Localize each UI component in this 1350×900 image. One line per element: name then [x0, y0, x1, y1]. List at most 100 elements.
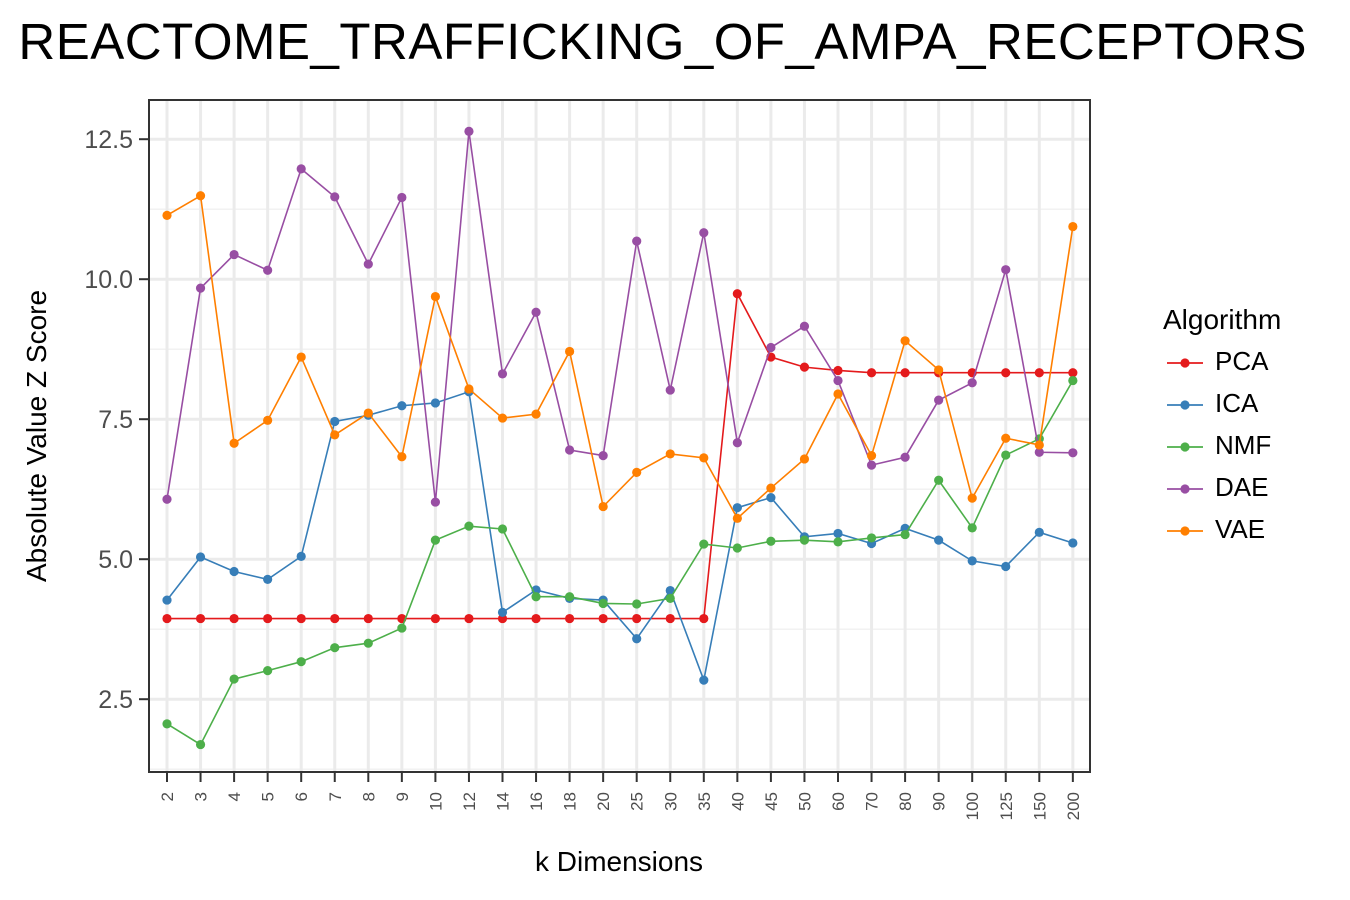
data-point-vae — [229, 438, 239, 448]
data-point-pca — [330, 613, 340, 624]
data-point-nmf — [397, 623, 407, 633]
data-point-dae — [632, 236, 642, 246]
x-tick-label: 6 — [292, 792, 311, 801]
data-point-ica — [699, 675, 709, 685]
data-point-dae — [934, 395, 944, 405]
data-point-nmf — [497, 524, 508, 534]
data-point-pca — [430, 613, 440, 624]
data-point-pca — [732, 289, 742, 299]
data-point-vae — [967, 493, 977, 503]
data-point-pca — [195, 613, 206, 624]
x-tick-label: 14 — [494, 792, 513, 811]
data-point-ica — [732, 503, 742, 513]
data-point-vae — [497, 413, 508, 423]
data-point-pca — [229, 613, 239, 624]
data-point-vae — [162, 210, 172, 220]
x-tick-label: 40 — [728, 792, 747, 811]
data-point-dae — [967, 378, 977, 388]
data-point-nmf — [565, 592, 575, 602]
series-vae — [162, 191, 1078, 523]
legend-label-vae: VAE — [1215, 514, 1266, 544]
data-point-dae — [195, 283, 206, 293]
x-axis: 2 3 4 5 6 7 8 9 10 12 14 16 18 20 25 30 35 40 45 50 60 70 80 90… — [158, 772, 1083, 820]
y-tick-label: 7.5 — [98, 406, 133, 434]
legend-label-nmf: NMF — [1215, 430, 1272, 460]
data-point-dae — [833, 375, 843, 386]
data-point-ica — [296, 551, 306, 562]
data-point-nmf — [1068, 375, 1078, 386]
data-point-pca — [699, 613, 709, 624]
data-point-ica — [330, 416, 340, 427]
plot-border — [148, 99, 1091, 773]
data-point-nmf — [1001, 450, 1011, 460]
data-point-vae — [934, 365, 944, 375]
data-point-dae — [732, 438, 742, 448]
data-point-vae — [464, 384, 474, 394]
data-point-dae — [900, 452, 910, 462]
legend-item-vae: VAE — [1163, 510, 1281, 552]
series-line-ica — [166, 390, 1074, 684]
x-tick-label: 5 — [259, 792, 278, 801]
data-point-vae — [1068, 221, 1078, 232]
x-axis-label: k Dimensions — [534, 846, 704, 877]
x-tick-label: 25 — [628, 792, 647, 811]
data-point-pca — [866, 368, 877, 378]
data-point-vae — [833, 389, 843, 399]
data-point-pca — [464, 613, 474, 624]
data-point-nmf — [766, 536, 776, 546]
x-tick-label: 100 — [963, 792, 982, 820]
data-point-dae — [699, 228, 709, 238]
data-point-ica — [497, 607, 508, 618]
data-point-pca — [598, 613, 608, 624]
data-point-nmf — [430, 535, 440, 545]
x-tick-label: 30 — [661, 792, 680, 811]
data-point-nmf — [229, 674, 239, 684]
x-tick-label: 70 — [863, 792, 882, 811]
legend-key-point — [1180, 358, 1190, 368]
data-point-pca — [900, 368, 910, 378]
data-point-pca — [1034, 368, 1044, 378]
x-tick-label: 12 — [460, 792, 479, 811]
series-ica — [162, 387, 1078, 685]
data-point-nmf — [263, 666, 273, 676]
x-tick-label: 150 — [1030, 792, 1049, 820]
x-tick-label: 7 — [326, 792, 345, 801]
data-point-ica — [1068, 538, 1078, 548]
legend-title: Algorithm — [1163, 304, 1282, 335]
data-point-ica — [263, 574, 273, 584]
data-point-nmf — [732, 543, 742, 553]
data-point-nmf — [464, 521, 474, 531]
data-point-vae — [565, 346, 575, 357]
data-point-dae — [229, 249, 239, 260]
data-point-dae — [330, 192, 340, 202]
data-point-dae — [598, 451, 608, 461]
series-line-nmf — [166, 380, 1074, 746]
data-point-pca — [363, 613, 373, 624]
data-point-ica — [632, 634, 642, 644]
y-axis-label: Absolute Value Z Score — [21, 289, 52, 583]
data-point-dae — [363, 259, 373, 269]
data-point-dae — [565, 445, 575, 455]
series-nmf — [162, 375, 1078, 750]
data-point-vae — [296, 352, 306, 362]
x-tick-label: 200 — [1064, 792, 1083, 820]
y-tick-label: 10.0 — [84, 266, 133, 294]
x-tick-label: 3 — [192, 792, 211, 801]
x-tick-label: 4 — [225, 792, 244, 801]
data-point-pca — [799, 362, 810, 372]
x-tick-label: 8 — [359, 792, 378, 801]
data-point-dae — [162, 494, 172, 504]
data-point-dae — [296, 164, 306, 174]
data-point-nmf — [866, 533, 877, 543]
legend-item-nmf: NMF — [1163, 426, 1281, 468]
data-point-pca — [296, 613, 306, 624]
data-point-pca — [565, 613, 575, 624]
data-point-dae — [263, 265, 273, 275]
data-point-vae — [766, 483, 776, 493]
data-point-vae — [1001, 433, 1011, 443]
data-point-nmf — [296, 657, 306, 667]
x-tick-label: 35 — [695, 792, 714, 811]
data-point-nmf — [934, 475, 944, 485]
legend-item-dae: DAE — [1163, 468, 1281, 510]
